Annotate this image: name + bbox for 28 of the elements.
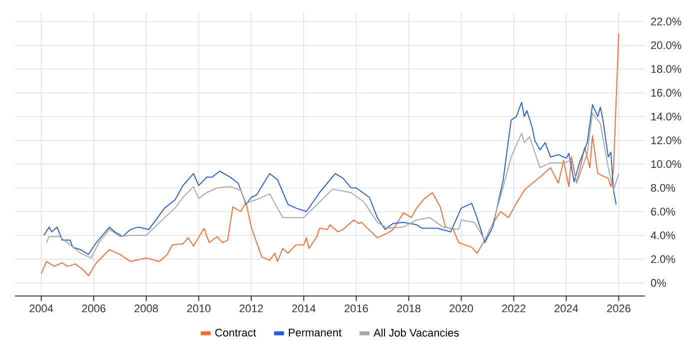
y-tick-label: 14.0%	[651, 112, 682, 120]
x-tick-label: 2024	[554, 304, 578, 312]
x-tick-label: 2016	[344, 304, 368, 312]
y-tick-label: 12.0%	[651, 136, 682, 144]
x-tick-label: 2010	[187, 304, 210, 312]
y-tick-label: 4.0%	[650, 232, 676, 240]
x-tick-label: 2022	[502, 304, 526, 312]
legend-label: Permanent	[288, 328, 342, 336]
x-tick-label: 2008	[134, 304, 158, 312]
y-tick-label: 2.0%	[651, 255, 676, 264]
y-tick-label: 10.0%	[651, 160, 682, 168]
y-tick-label: 6.0%	[651, 208, 676, 216]
y-tick-label: 18.0%	[651, 65, 682, 73]
x-tick-label: 2012	[240, 304, 263, 312]
y-tick-label: 8.0%	[650, 184, 676, 192]
legend-label: All Job Vacancies	[374, 328, 459, 337]
x-tick-label: 2026	[607, 304, 630, 312]
x-tick-label: 2020	[450, 304, 473, 312]
x-tick-label: 2014	[292, 304, 316, 312]
legend-label: Contract	[215, 328, 256, 336]
x-tick-label: 2004	[30, 304, 54, 312]
y-tick-label: 0%	[650, 279, 666, 287]
x-tick-label: 2018	[397, 304, 420, 312]
y-tick-label: 16.0%	[651, 88, 682, 97]
y-tick-label: 20.0%	[651, 41, 682, 50]
x-tick-label: 2006	[82, 304, 106, 312]
line-series	[40, 32, 620, 276]
y-tick-label: 22.0%	[651, 18, 682, 26]
